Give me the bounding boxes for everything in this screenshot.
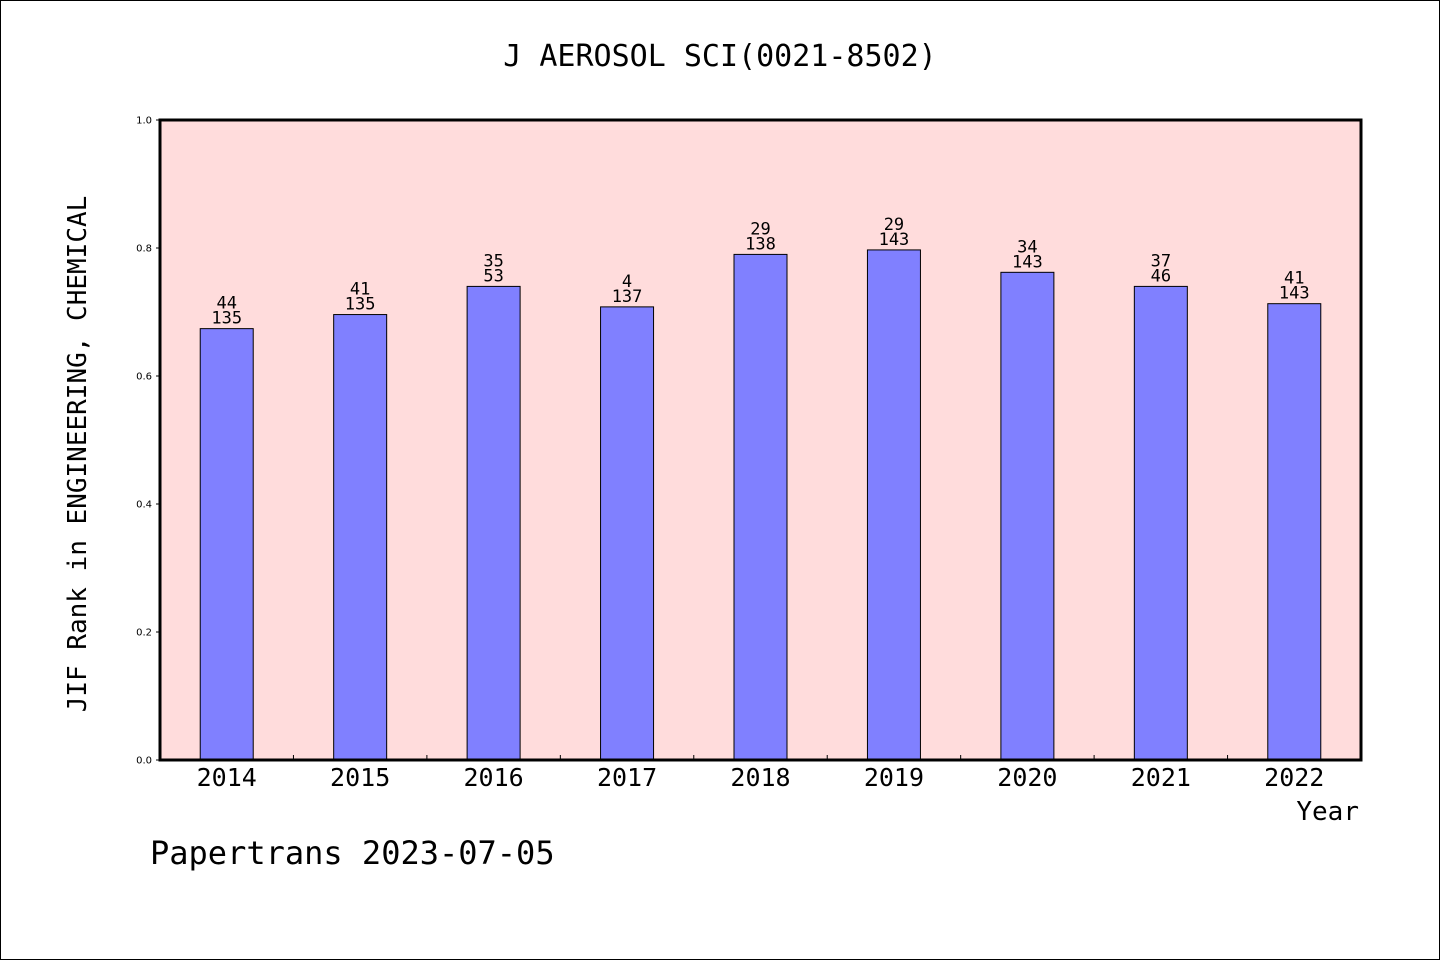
bar-label-total: 143 xyxy=(1012,252,1043,272)
bar-label-rank: 41 xyxy=(1284,269,1304,289)
x-axis-label: Year xyxy=(1296,797,1359,827)
bar-label-total: 143 xyxy=(1279,284,1310,304)
y-tick-label: 0.0 xyxy=(136,756,152,767)
bar-2018 xyxy=(733,253,788,761)
bar-label-rank: 29 xyxy=(884,215,904,235)
bar-2014 xyxy=(199,328,254,761)
bar-label-total: 143 xyxy=(879,230,910,250)
bar-label-rank: 4 xyxy=(622,272,632,292)
bar-2017 xyxy=(600,306,655,761)
footer-credit: Papertrans 2023-07-05 xyxy=(150,834,555,872)
bar-label-total: 135 xyxy=(211,309,242,329)
y-tick-label: 0.2 xyxy=(136,628,152,639)
x-axis: 2014 2015 2016 2017 2018 2019 2020 2021 2022 xyxy=(197,755,1324,792)
bar-2015 xyxy=(333,314,388,761)
bar-label-rank: 44 xyxy=(216,294,236,314)
plot-border xyxy=(158,118,1363,762)
y-tick-label: 0.6 xyxy=(136,372,152,383)
bar-2019 xyxy=(866,249,921,761)
bar-label-rank: 34 xyxy=(1017,237,1037,257)
bar-label-total: 138 xyxy=(745,234,776,254)
bar-label-total: 46 xyxy=(1151,266,1171,286)
x-tick-label-2020: 2020 xyxy=(997,763,1057,792)
x-tick-label-2019: 2019 xyxy=(864,763,924,792)
x-tick-label-2022: 2022 xyxy=(1264,763,1324,792)
x-tick-label-2018: 2018 xyxy=(730,763,790,792)
bars-group xyxy=(199,249,1322,761)
bar-label-total: 53 xyxy=(483,266,503,286)
bar-2022 xyxy=(1267,303,1322,761)
y-axis-label: JIF Rank in ENGINEERING, CHEMICAL xyxy=(63,196,93,713)
y-tick-label: 0.4 xyxy=(136,500,152,511)
x-tick-label-2014: 2014 xyxy=(197,763,257,792)
bar-label-total: 137 xyxy=(612,287,643,307)
y-axis: 0.0 0.2 0.4 0.6 0.8 1.0 xyxy=(136,116,160,767)
x-tick-label-2017: 2017 xyxy=(597,763,657,792)
x-tick-label-2016: 2016 xyxy=(464,763,524,792)
bar-label-rank: 37 xyxy=(1151,251,1171,271)
bar-label-rank: 35 xyxy=(483,251,503,271)
chart-title: J AEROSOL SCI(0021-8502) xyxy=(503,39,936,74)
bar-label-rank: 29 xyxy=(750,219,770,239)
y-tick-label: 0.8 xyxy=(136,244,152,255)
bar-label-total: 135 xyxy=(345,295,376,315)
bar-label-rank: 41 xyxy=(350,280,370,300)
bar-2021 xyxy=(1133,285,1188,761)
bar-2020 xyxy=(1000,271,1055,761)
y-tick-label: 1.0 xyxy=(136,116,152,127)
bar-2016 xyxy=(466,285,521,761)
x-tick-label-2015: 2015 xyxy=(330,763,390,792)
x-tick-label-2021: 2021 xyxy=(1131,763,1191,792)
